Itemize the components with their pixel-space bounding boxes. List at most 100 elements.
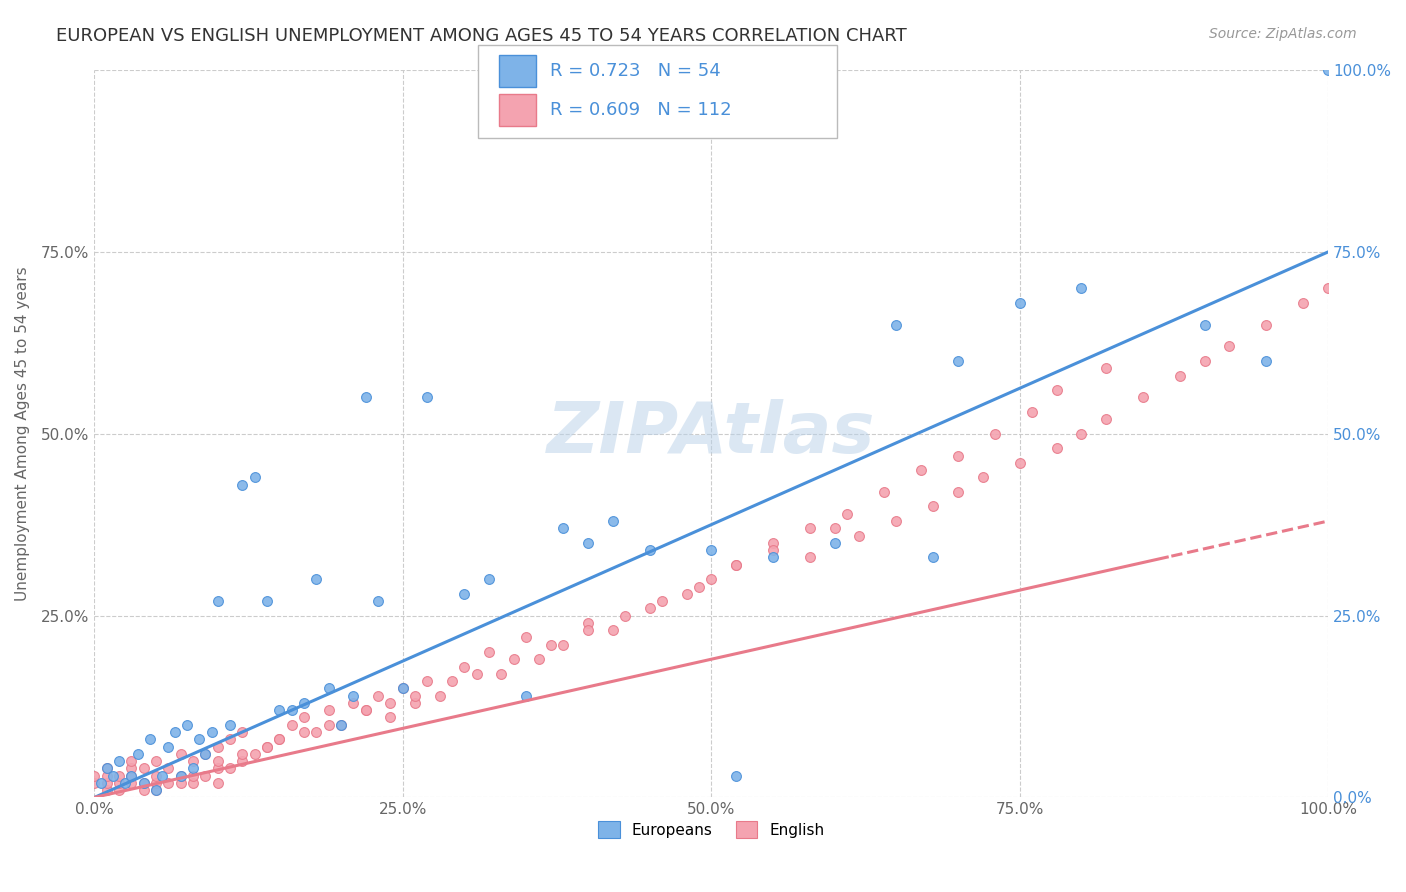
Point bbox=[576, 615, 599, 630]
Point bbox=[200, 725, 222, 739]
Point bbox=[1194, 354, 1216, 368]
Point bbox=[96, 761, 118, 775]
Point bbox=[1218, 339, 1240, 353]
Point bbox=[553, 638, 575, 652]
Point bbox=[799, 550, 821, 565]
Point bbox=[108, 754, 131, 768]
Point bbox=[946, 354, 969, 368]
Point bbox=[1317, 281, 1340, 295]
Legend: Europeans, English: Europeans, English bbox=[592, 814, 831, 845]
Point bbox=[194, 747, 217, 761]
Point bbox=[416, 390, 439, 404]
Point bbox=[83, 769, 105, 783]
Point bbox=[170, 769, 193, 783]
Point bbox=[145, 754, 167, 768]
Text: EUROPEAN VS ENGLISH UNEMPLOYMENT AMONG AGES 45 TO 54 YEARS CORRELATION CHART: EUROPEAN VS ENGLISH UNEMPLOYMENT AMONG A… bbox=[56, 27, 907, 45]
Point bbox=[120, 769, 142, 783]
Point bbox=[120, 754, 142, 768]
Point bbox=[724, 769, 747, 783]
Point bbox=[354, 390, 377, 404]
Point bbox=[700, 572, 723, 586]
Point bbox=[127, 747, 149, 761]
Point bbox=[873, 485, 896, 500]
Point bbox=[318, 717, 340, 731]
Point bbox=[108, 769, 131, 783]
Point bbox=[96, 776, 118, 790]
Point bbox=[380, 696, 402, 710]
Point bbox=[114, 776, 136, 790]
Point bbox=[1292, 295, 1315, 310]
Point bbox=[576, 536, 599, 550]
Point bbox=[1256, 318, 1278, 332]
Point bbox=[478, 645, 501, 659]
Point bbox=[1008, 295, 1031, 310]
Point bbox=[207, 739, 229, 754]
Point bbox=[330, 717, 353, 731]
Point bbox=[219, 761, 242, 775]
Point bbox=[1070, 281, 1092, 295]
Point bbox=[416, 674, 439, 689]
Point bbox=[984, 426, 1007, 441]
Point bbox=[120, 769, 142, 783]
Point bbox=[139, 732, 162, 747]
Point bbox=[145, 783, 167, 797]
Point bbox=[1046, 442, 1069, 456]
Point bbox=[553, 521, 575, 535]
Point bbox=[922, 500, 945, 514]
Point bbox=[145, 776, 167, 790]
Text: R = 0.609   N = 112: R = 0.609 N = 112 bbox=[550, 101, 731, 119]
Text: ZIPAtlas: ZIPAtlas bbox=[547, 400, 876, 468]
Point bbox=[269, 732, 291, 747]
Point bbox=[404, 696, 426, 710]
Point bbox=[453, 587, 475, 601]
Point bbox=[269, 732, 291, 747]
Point bbox=[651, 594, 673, 608]
Point bbox=[429, 689, 451, 703]
Point bbox=[330, 717, 353, 731]
Point bbox=[243, 747, 266, 761]
Point bbox=[108, 776, 131, 790]
Point bbox=[380, 710, 402, 724]
Point bbox=[540, 638, 562, 652]
Point bbox=[256, 739, 278, 754]
Point bbox=[145, 769, 167, 783]
Point bbox=[231, 477, 253, 491]
Point bbox=[1070, 426, 1092, 441]
Point bbox=[724, 558, 747, 572]
Point bbox=[194, 769, 217, 783]
Point bbox=[515, 689, 537, 703]
Point bbox=[163, 725, 186, 739]
Point bbox=[946, 449, 969, 463]
Point bbox=[613, 608, 636, 623]
Point bbox=[354, 703, 377, 717]
Point bbox=[120, 776, 142, 790]
Point bbox=[824, 536, 846, 550]
Point bbox=[391, 681, 413, 696]
Point bbox=[256, 594, 278, 608]
Y-axis label: Unemployment Among Ages 45 to 54 years: Unemployment Among Ages 45 to 54 years bbox=[15, 267, 30, 601]
Point bbox=[207, 754, 229, 768]
Point bbox=[762, 536, 785, 550]
Point bbox=[453, 659, 475, 673]
Point bbox=[181, 761, 204, 775]
Point bbox=[441, 674, 464, 689]
Point bbox=[478, 572, 501, 586]
Point bbox=[269, 703, 291, 717]
Point bbox=[207, 776, 229, 790]
Point bbox=[194, 747, 217, 761]
Point bbox=[108, 783, 131, 797]
Point bbox=[292, 696, 315, 710]
Point bbox=[145, 783, 167, 797]
Point bbox=[762, 550, 785, 565]
Point bbox=[824, 521, 846, 535]
Point bbox=[83, 776, 105, 790]
Point bbox=[1317, 63, 1340, 78]
Point bbox=[576, 623, 599, 637]
Point bbox=[675, 587, 697, 601]
Point bbox=[120, 761, 142, 775]
Point bbox=[1132, 390, 1154, 404]
Point bbox=[305, 725, 328, 739]
Point bbox=[170, 747, 193, 761]
Point bbox=[292, 725, 315, 739]
Point bbox=[404, 689, 426, 703]
